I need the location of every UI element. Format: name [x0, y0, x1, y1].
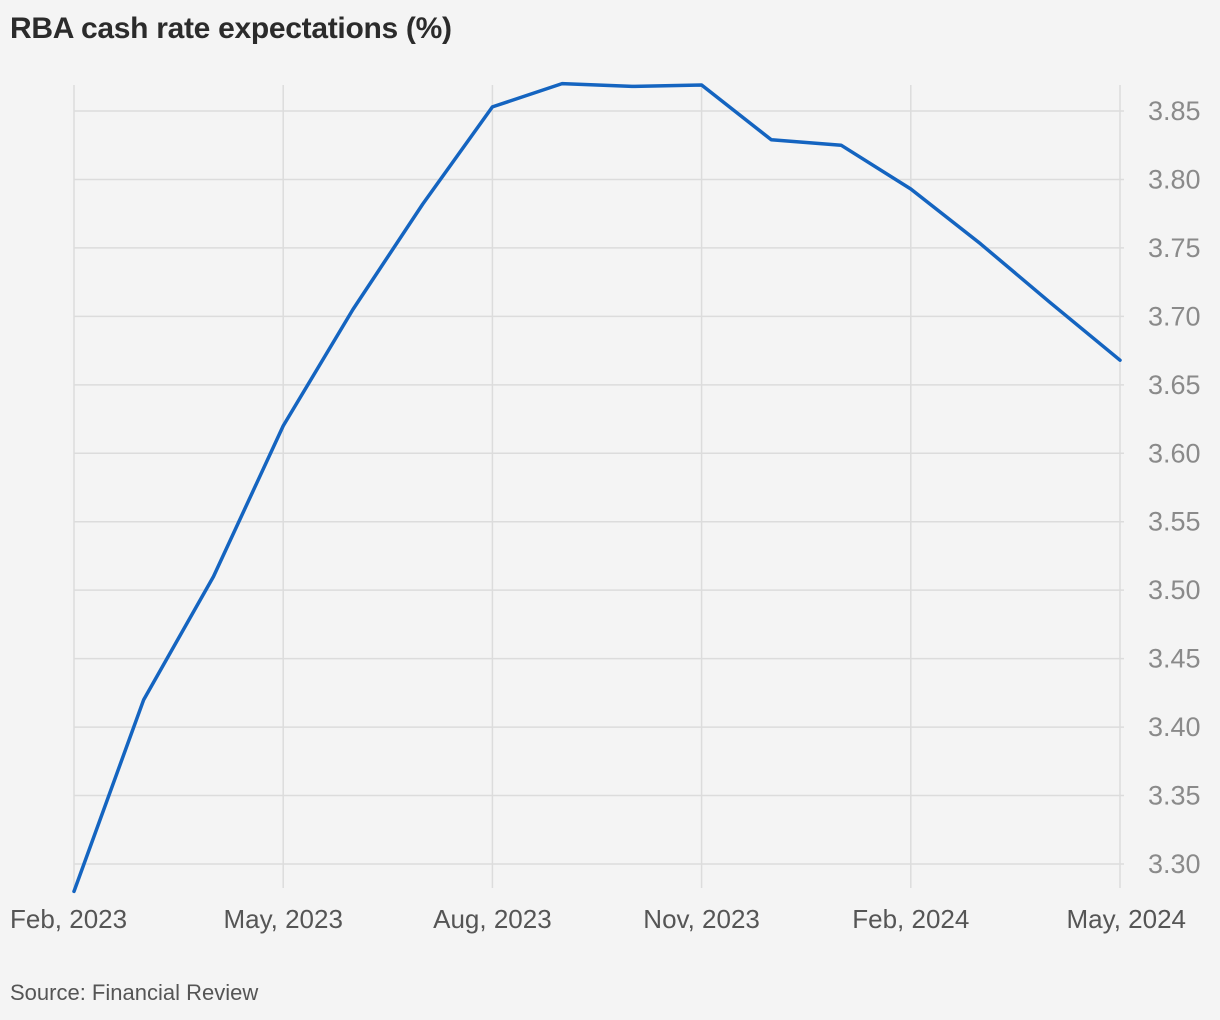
y-axis-labels: 3.30 3.35 3.40 3.45 3.50 3.55 3.60 3.65 3.70 3.75… [1148, 96, 1201, 879]
y-tick-label: 3.70 [1148, 301, 1201, 331]
x-tick-label: Nov, 2023 [643, 904, 760, 934]
y-tick-label: 3.40 [1148, 712, 1201, 742]
y-tick-label: 3.45 [1148, 644, 1201, 674]
y-tick-label: 3.75 [1148, 233, 1201, 263]
chart-title: RBA cash rate expectations (%) [10, 12, 452, 45]
y-tick-label: 3.65 [1148, 370, 1201, 400]
y-tick-label: 3.30 [1148, 849, 1201, 879]
x-tick-label: May, 2023 [223, 904, 342, 934]
y-tick-label: 3.85 [1148, 96, 1201, 126]
y-tick-label: 3.55 [1148, 507, 1201, 537]
x-tick-label: Feb, 2024 [852, 904, 969, 934]
x-tick-label: Aug, 2023 [433, 904, 552, 934]
x-axis-labels: Feb, 2023 May, 2023 Aug, 2023 Nov, 2023 Feb,… [10, 904, 1186, 934]
y-tick-label: 3.50 [1148, 575, 1201, 605]
series-group [72, 81, 1122, 894]
y-tick-label: 3.60 [1148, 438, 1201, 468]
x-tick-label: May, 2024 [1067, 904, 1186, 934]
horizontal-gridlines [74, 110, 1124, 865]
x-tick-label: Feb, 2023 [10, 904, 127, 934]
source-note: Source: Financial Review [10, 980, 259, 1005]
vertical-gridlines [73, 85, 1121, 888]
series-line [72, 81, 1122, 894]
y-tick-label: 3.80 [1148, 164, 1201, 194]
y-tick-label: 3.35 [1148, 781, 1201, 811]
